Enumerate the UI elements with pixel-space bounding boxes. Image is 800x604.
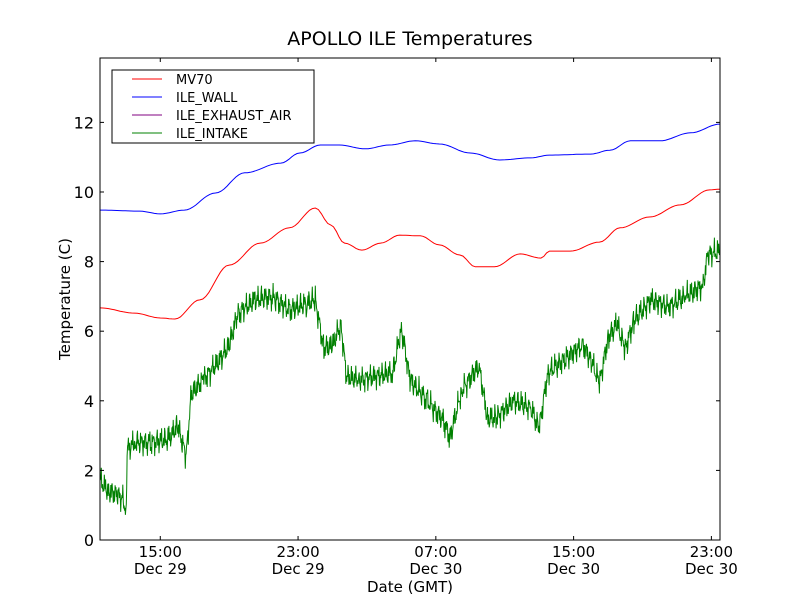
legend: MV70 ILE_WALL ILE_EXHAUST_AIR ILE_INTAKE <box>111 69 315 144</box>
axes-frame <box>99 57 721 541</box>
chart-title: APOLLO ILE Temperatures <box>287 28 532 50</box>
x-tick-label-date: Dec 29 <box>134 560 187 578</box>
legend-label: ILE_INTAKE <box>176 127 248 142</box>
legend-label: MV70 <box>176 73 213 88</box>
x-tick-label-time: 15:00 <box>552 543 595 561</box>
x-axis-label: Date (GMT) <box>367 578 453 596</box>
series-line-ile-intake <box>100 237 720 515</box>
x-tick-label-date: Dec 30 <box>409 560 462 578</box>
y-tick-label: 8 <box>84 253 94 272</box>
legend-label: ILE_EXHAUST_AIR <box>176 109 292 124</box>
series-line-mv70 <box>100 188 720 320</box>
x-tick-label-date: Dec 30 <box>547 560 600 578</box>
legend-label: ILE_WALL <box>176 91 238 106</box>
y-tick-label: 12 <box>74 113 94 132</box>
series-group <box>100 123 720 515</box>
x-tick-label-time: 15:00 <box>139 543 182 561</box>
x-tick-label-time: 23:00 <box>276 543 319 561</box>
y-tick-label: 6 <box>84 322 94 341</box>
plot-area <box>100 123 720 515</box>
y-tick-label: 4 <box>84 392 94 411</box>
y-axis-label: Temperature (C) <box>56 238 74 361</box>
series-line-ile-wall <box>100 123 720 215</box>
y-tick-label: 10 <box>74 183 94 202</box>
x-tick-label-time: 07:00 <box>414 543 457 561</box>
y-tick-label: 0 <box>84 531 94 550</box>
y-tick-label: 2 <box>84 461 94 480</box>
x-tick-label-date: Dec 30 <box>685 560 738 578</box>
legend-box <box>111 69 315 144</box>
x-tick-label-date: Dec 29 <box>272 560 325 578</box>
x-tick-label-time: 23:00 <box>690 543 733 561</box>
